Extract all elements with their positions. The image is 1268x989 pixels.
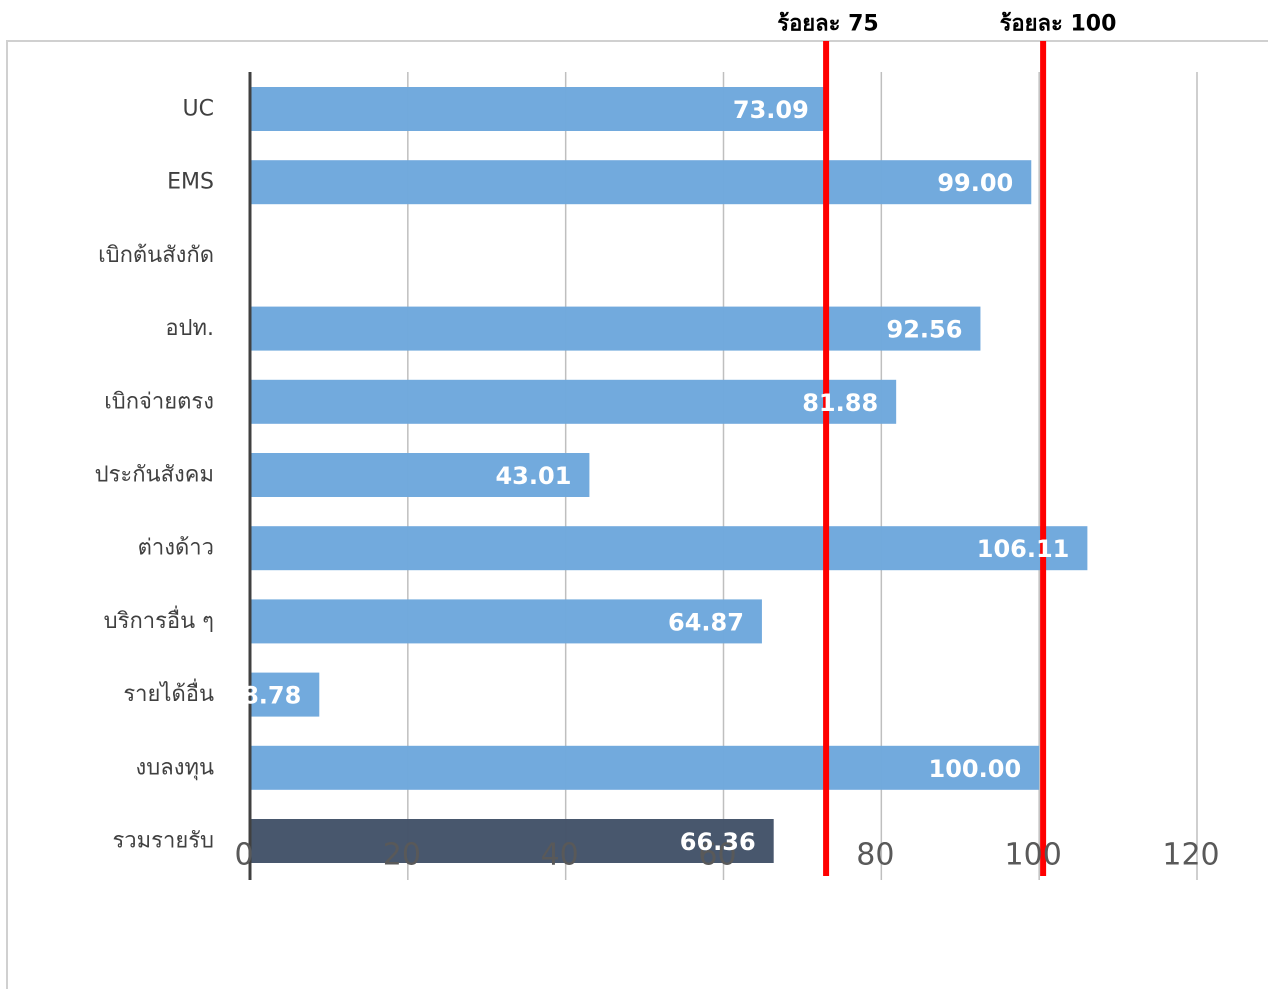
data-label: 100.00 [929,755,1022,783]
x-tick-label: 120 [1162,838,1219,873]
category-label: รวมรายรับ [112,829,214,854]
bar [250,526,1088,571]
bar [250,819,774,863]
data-label: 43.01 [495,462,571,490]
category-label: อปท. [165,316,214,341]
x-tick-label: 20 [383,838,421,873]
category-label: งบลงทุน [136,755,214,780]
x-tick-label: 60 [698,838,736,873]
bar [250,453,590,497]
category-label: บริการอื่น ๆ [104,605,214,634]
data-label: 92.56 [887,316,963,344]
reference-line-label: ร้อยละ 100 [1000,12,1117,37]
category-label: รายได้อื่น [123,678,214,707]
x-tick-label: 0 [234,838,253,873]
category-label: EMS [167,170,214,195]
data-label: 106.11 [977,535,1070,563]
data-label: 8.78 [242,682,301,710]
x-tick-label: 100 [1005,838,1062,873]
bars [250,87,1088,863]
bar [250,160,1032,205]
bar [250,599,762,644]
data-label: 99.00 [937,169,1013,197]
data-label: 64.87 [668,608,744,636]
category-label: ประกันสังคม [95,463,214,488]
data-label: 81.88 [802,389,878,417]
x-tick-label: 40 [541,838,579,873]
bar [250,672,320,717]
bar [250,87,827,131]
reference-lines: ร้อยละ 75 ร้อยละ 100 [777,12,1117,876]
data-label: 73.09 [733,96,809,124]
category-label: ต่างด้าว [138,536,214,561]
data-labels: 73.09 99.00 92.56 81.88 43.01 106.11 64.87 8.78… [242,96,1069,856]
reference-line-label: ร้อยละ 75 [777,12,879,37]
x-tick-labels: 0 20 40 60 80 100 120 [234,838,1219,873]
x-tick-label: 80 [856,838,894,873]
data-label: 66.36 [680,828,756,856]
bar [250,745,1040,790]
bar [250,306,981,351]
category-label: UC [183,97,214,122]
bar [250,379,897,424]
category-label: เบิกจ่ายตรง [104,389,214,414]
chart-frame [6,40,1268,989]
category-label: เบิกต้นสังกัด [98,243,214,268]
